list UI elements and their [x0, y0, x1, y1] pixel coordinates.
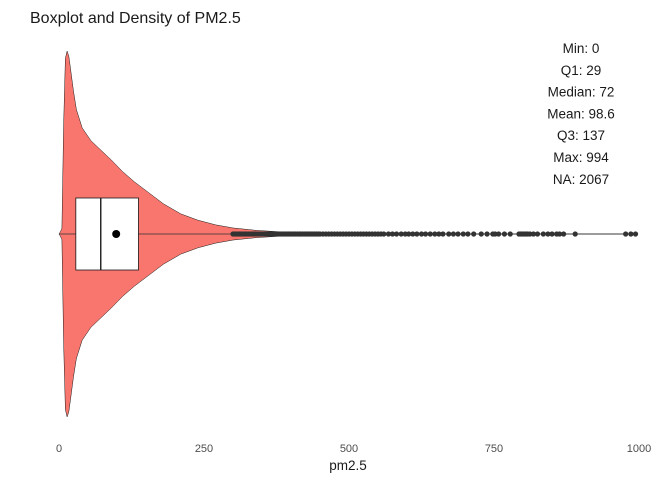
outlier-point — [561, 231, 567, 237]
outlier-point — [501, 231, 508, 237]
iqr-box — [75, 197, 139, 271]
x-axis-ticks: 0 250 500 750 1000 — [56, 443, 651, 455]
outlier-point — [422, 231, 429, 237]
outlier-point — [418, 231, 425, 237]
outlier-point — [471, 231, 477, 237]
chart-title: Boxplot and Density of PM2.5 — [30, 10, 241, 27]
outlier-point — [432, 231, 438, 237]
outlier-point — [534, 231, 541, 237]
outlier-point — [385, 231, 392, 237]
outlier-point — [436, 231, 442, 237]
outlier-point — [530, 231, 537, 237]
outlier-point — [545, 231, 551, 237]
outlier-point — [549, 231, 555, 237]
x-tick-label: 500 — [340, 443, 358, 455]
summary-stat: Q3: 137 — [557, 128, 605, 143]
outlier-point — [628, 231, 634, 237]
outlier-point — [406, 231, 412, 237]
summary-stat: Median: 72 — [548, 85, 615, 100]
summary-stats: Min: 0 Q1: 29 Median: 72 Mean: 98.6 Q3: 137 M… — [547, 41, 615, 187]
summary-stat: Max: 994 — [553, 150, 609, 165]
summary-stat: Min: 0 — [563, 41, 600, 56]
outlier-point — [460, 231, 466, 237]
x-tick-label: 1000 — [627, 443, 651, 455]
boxplot-group — [59, 197, 638, 271]
outlier-point — [450, 231, 456, 237]
outlier-point — [507, 231, 513, 237]
outlier-point — [572, 231, 578, 237]
outlier-point — [623, 231, 629, 237]
outlier-point — [414, 231, 420, 237]
outlier-point — [389, 231, 396, 237]
outlier-point — [478, 231, 484, 237]
outlier-point — [465, 231, 471, 237]
x-tick-label: 0 — [56, 443, 62, 455]
x-tick-label: 250 — [195, 443, 213, 455]
x-axis-label: pm2.5 — [329, 458, 367, 473]
outlier-point — [484, 231, 490, 237]
summary-stat: Q1: 29 — [561, 63, 602, 78]
outlier-point — [496, 231, 502, 237]
outlier-point — [556, 231, 563, 237]
outlier-point — [398, 231, 404, 237]
outlier-point — [381, 231, 387, 237]
outlier-point — [632, 231, 639, 237]
outlier-point — [440, 231, 446, 237]
summary-stat: Mean: 98.6 — [547, 106, 615, 121]
x-tick-label: 750 — [485, 443, 503, 455]
outlier-point — [393, 231, 400, 237]
outlier-point — [540, 231, 546, 237]
outlier-point — [446, 231, 452, 237]
outlier-point — [427, 231, 433, 237]
outlier-point — [410, 231, 416, 237]
outliers-group — [230, 231, 639, 237]
outlier-point — [455, 231, 461, 237]
mean-point — [112, 230, 121, 238]
summary-stat: NA: 2067 — [553, 172, 609, 187]
